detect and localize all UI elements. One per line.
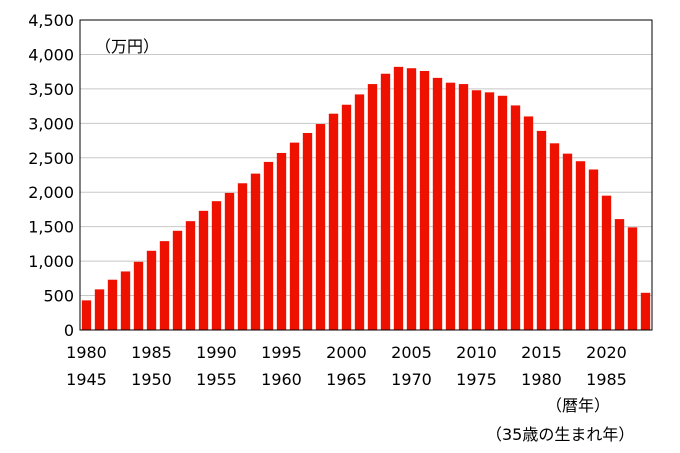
bar-2023 <box>640 292 651 330</box>
x-tick-label-calendar-year: 2005 <box>391 343 432 362</box>
bar-1983 <box>120 271 131 330</box>
x-tick-label-calendar-year: 1980 <box>66 343 107 362</box>
x-tick-label-calendar-year: 2000 <box>326 343 367 362</box>
x-tick-label-calendar-year: 2010 <box>456 343 497 362</box>
bar-1991 <box>224 192 235 330</box>
bar-1984 <box>133 261 144 330</box>
bar-2021 <box>614 219 625 330</box>
bar-1980 <box>81 300 92 330</box>
x-tick-label-calendar-year: 2015 <box>521 343 562 362</box>
x-tick-label-birth-year: 1975 <box>456 370 497 389</box>
x-tick-label-birth-year: 1985 <box>586 370 627 389</box>
bar-1985 <box>146 250 157 330</box>
bar-2013 <box>510 105 521 330</box>
y-axis: 0 500 1,000 1,500 2,000 2,500 3,000 3,500 4,000 4… <box>28 11 74 340</box>
bar-2000 <box>341 104 352 330</box>
bar-2018 <box>575 161 586 330</box>
bar-2017 <box>562 153 573 330</box>
y-tick-label: 2,500 <box>28 149 74 168</box>
x-axis: 1980 1945 1985 1950 1990 1955 1995 1960 2000 1965… <box>66 343 627 389</box>
y-tick-label: 4,000 <box>28 45 74 64</box>
x-tick-label-birth-year: 1965 <box>326 370 367 389</box>
bar-1986 <box>159 241 170 330</box>
bar-2010 <box>471 90 482 331</box>
bar-2020 <box>601 195 612 330</box>
bar-2006 <box>419 70 430 330</box>
bar-1993 <box>250 173 261 330</box>
bar-1997 <box>302 132 313 330</box>
y-tick-label: 0 <box>64 321 74 340</box>
bar-1987 <box>172 230 183 330</box>
y-tick-label: 4,500 <box>28 11 74 30</box>
bar-1999 <box>328 113 339 330</box>
x-tick-label-calendar-year: 2020 <box>586 343 627 362</box>
bar-2004 <box>393 66 404 330</box>
bar-1994 <box>263 161 274 330</box>
y-tick-label: 500 <box>43 287 74 306</box>
bar-2011 <box>484 92 495 330</box>
bar-2015 <box>536 130 547 330</box>
bar-2019 <box>588 169 599 330</box>
plot-frame <box>79 19 653 331</box>
bar-1996 <box>289 142 300 330</box>
x-tick-label-birth-year: 1950 <box>131 370 172 389</box>
x-tick-label-calendar-year: 1990 <box>196 343 237 362</box>
bar-1995 <box>276 152 287 330</box>
unit-label: （万円） <box>95 37 159 56</box>
bar-1989 <box>198 210 209 330</box>
x-tick-label-birth-year: 1980 <box>521 370 562 389</box>
bar-2001 <box>354 94 365 331</box>
bar-1992 <box>237 183 248 330</box>
x-tick-label-birth-year: 1945 <box>66 370 107 389</box>
y-tick-label: 1,000 <box>28 252 74 271</box>
x-tick-label-birth-year: 1955 <box>196 370 237 389</box>
bar-1981 <box>94 289 105 330</box>
bar-1988 <box>185 221 196 330</box>
bar-2003 <box>380 73 391 330</box>
y-tick-label: 1,500 <box>28 218 74 237</box>
x-axis-label-birth-year: （35歳の生まれ年） <box>486 425 634 444</box>
bar-2012 <box>497 95 508 331</box>
x-tick-label-birth-year: 1960 <box>261 370 302 389</box>
bar-2022 <box>627 227 638 330</box>
bar-2014 <box>523 116 534 330</box>
y-tick-label: 2,000 <box>28 183 74 202</box>
bar-2016 <box>549 143 560 330</box>
x-axis-label-calendar-year: （暦年） <box>546 396 610 415</box>
bar-2007 <box>432 77 443 330</box>
bar-1982 <box>107 279 118 330</box>
bars <box>81 66 651 331</box>
bar-2008 <box>445 82 456 330</box>
bar-2009 <box>458 84 469 330</box>
y-tick-label: 3,000 <box>28 114 74 133</box>
bar-1990 <box>211 201 222 330</box>
y-tick-label: 3,500 <box>28 80 74 99</box>
x-tick-label-calendar-year: 1995 <box>261 343 302 362</box>
bar-2002 <box>367 84 378 330</box>
bar-2005 <box>406 68 417 330</box>
bar-1998 <box>315 124 326 331</box>
x-tick-label-calendar-year: 1985 <box>131 343 172 362</box>
x-tick-label-birth-year: 1970 <box>391 370 432 389</box>
